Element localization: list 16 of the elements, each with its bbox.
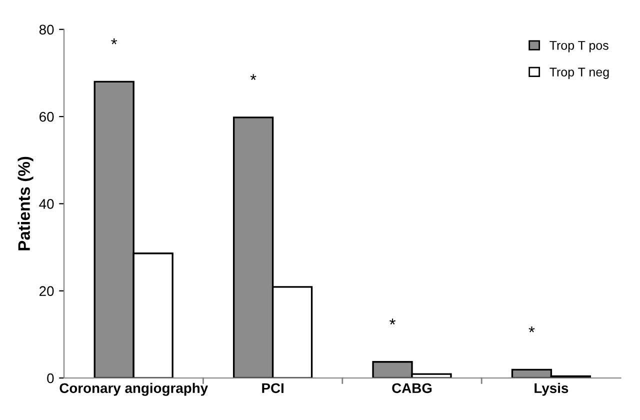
annotation: *: [390, 318, 396, 324]
legend-label: Trop T pos: [550, 41, 608, 52]
x-tick-label: Coronary angiography: [60, 382, 208, 396]
y-tick-label: 0: [47, 373, 54, 384]
legend-label: Trop T neg: [550, 68, 609, 79]
y-tick-label: 60: [40, 112, 54, 122]
y-tick-label: 40: [39, 199, 54, 209]
x-tick-label: PCI: [262, 383, 284, 394]
x-tick-label: Lysis: [534, 382, 568, 396]
y-tick-label: 20: [40, 286, 54, 296]
annotation: *: [111, 38, 118, 44]
x-tick-label: CABG: [392, 383, 432, 394]
annotation: *: [528, 326, 535, 332]
y-tick-label: 80: [39, 24, 54, 35]
y-axis-title: Patients (%): [18, 156, 34, 250]
annotation: *: [250, 74, 256, 80]
